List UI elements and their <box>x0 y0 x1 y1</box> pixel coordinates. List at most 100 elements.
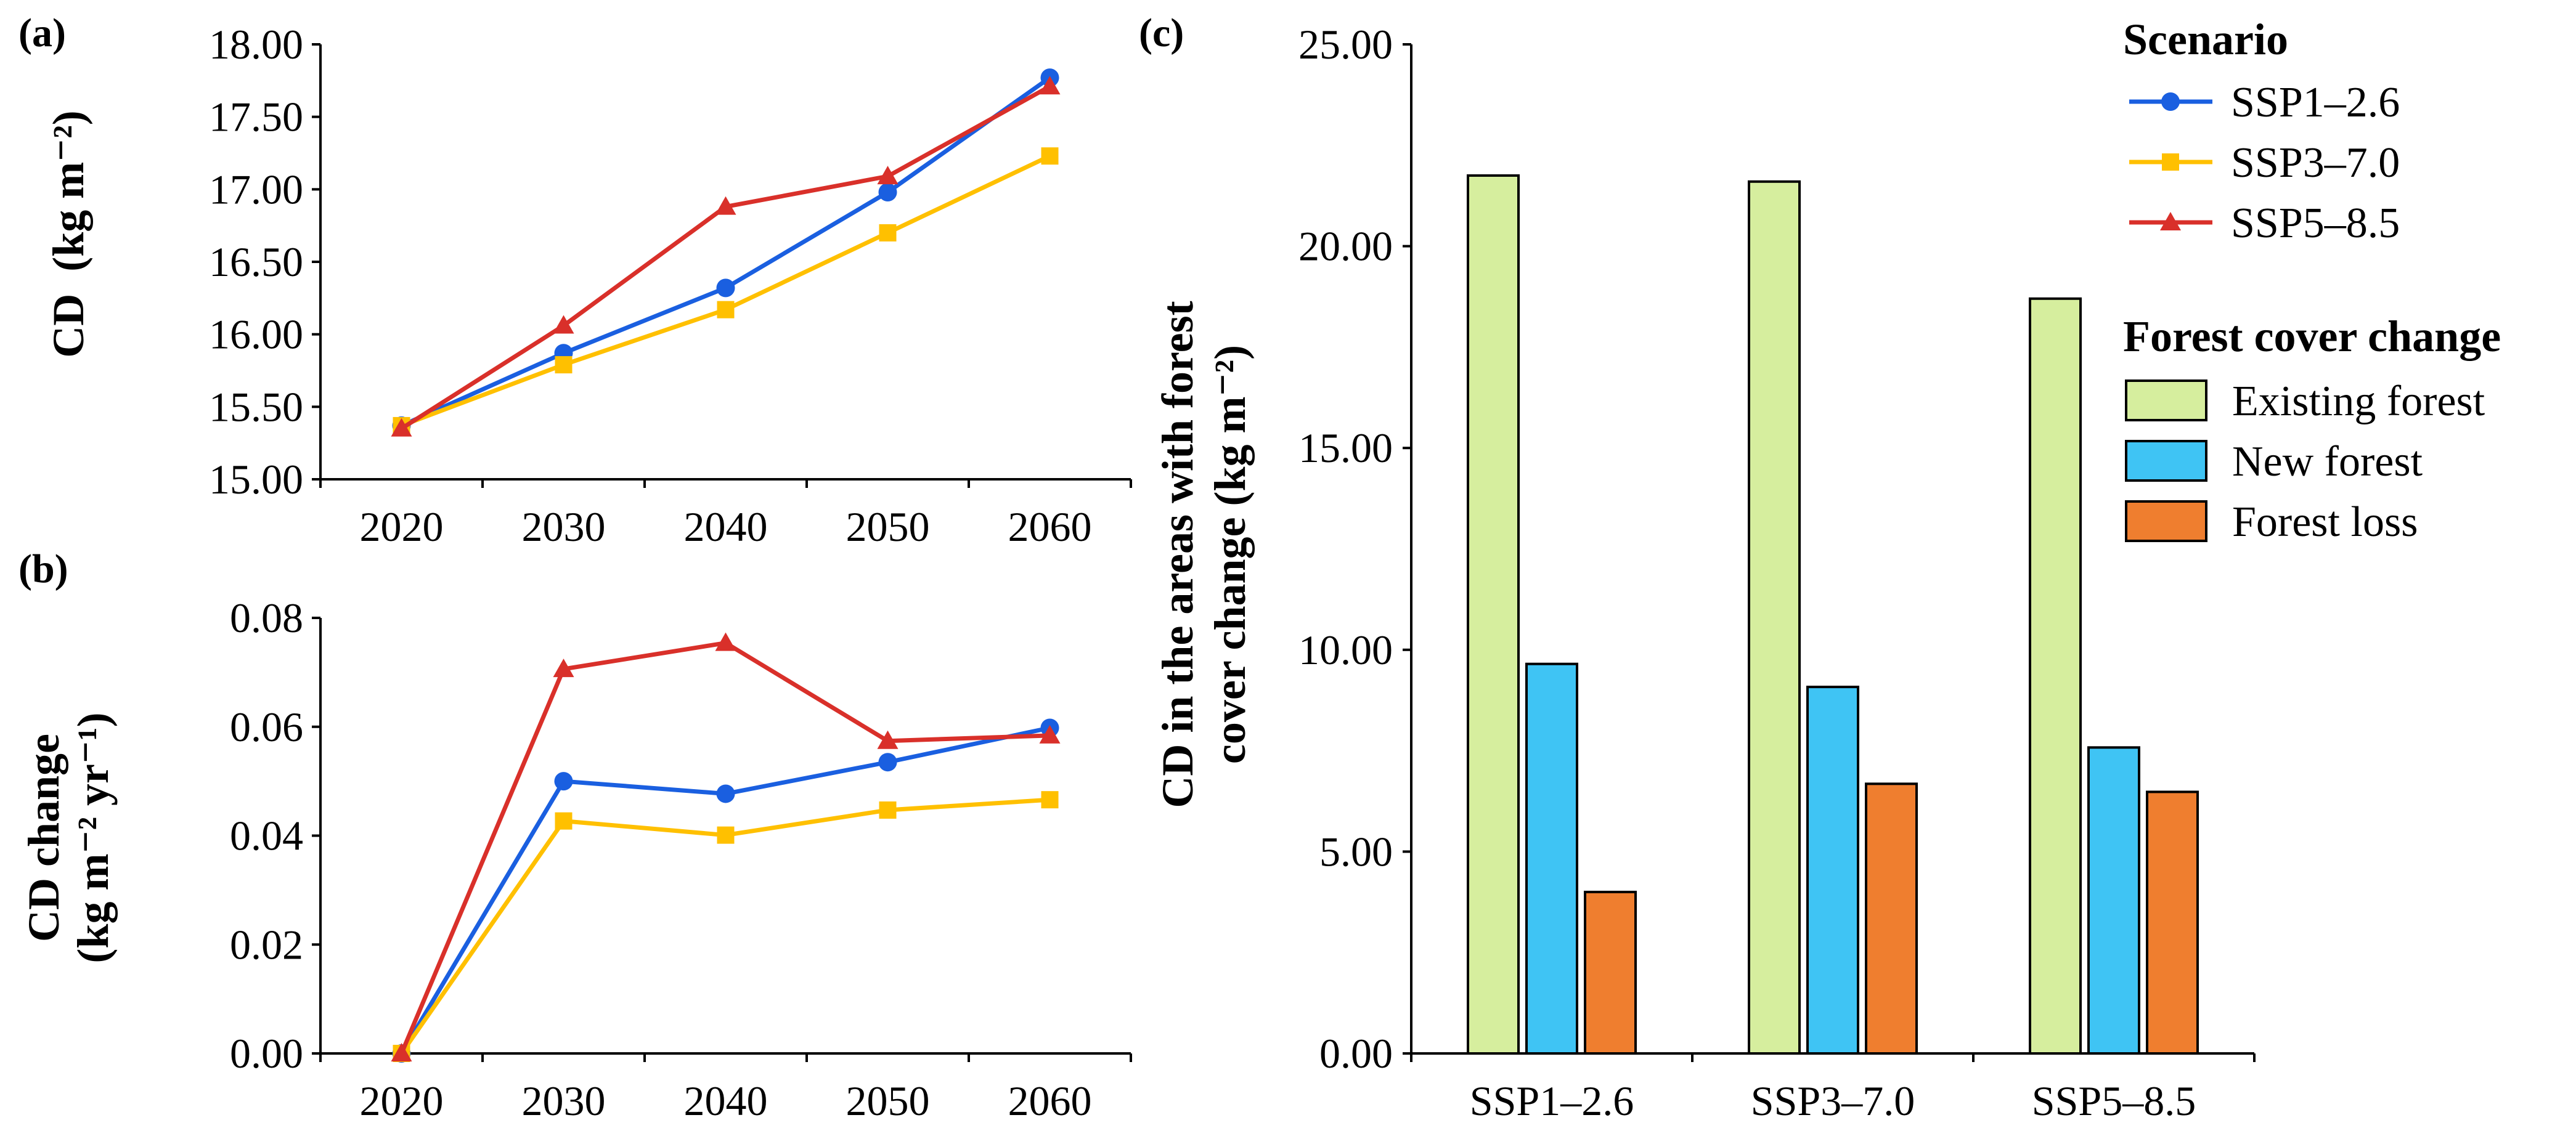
b-x-tick-label: 2040 <box>684 1077 768 1124</box>
c-y-tick-label: 0.00 <box>1319 1030 1393 1077</box>
a-x-tick-label: 2050 <box>846 503 930 550</box>
legend-entry-new: New forest <box>2125 438 2423 485</box>
b-line-ssp585 <box>399 640 1050 1055</box>
legend-entry-ssp585: SSP5–8.5 <box>2129 200 2400 247</box>
a-y-tick-label: 15.00 <box>209 456 303 503</box>
panel-c-tag: (c) <box>1139 10 1184 55</box>
b-point-ssp585 <box>1039 724 1061 744</box>
legend-label-ssp370: SSP3–7.0 <box>2231 139 2400 187</box>
c-bar-loss <box>1865 782 1918 1055</box>
b-point-ssp126 <box>878 753 897 772</box>
b-y-tick-label: 0.00 <box>230 1030 303 1077</box>
panel-a-y-title-main: CD <box>44 294 93 358</box>
panel-b-series <box>391 632 1061 1063</box>
legend-marker-ssp126 <box>2161 92 2180 111</box>
b-point-ssp370 <box>555 812 573 830</box>
legend-forest-title: Forest cover change <box>2123 312 2501 361</box>
c-bar-loss <box>1584 890 1637 1055</box>
a-y-tick-label: 16.50 <box>209 238 303 285</box>
legend-forest-entries: Existing forest New forest Forest loss <box>2125 378 2485 546</box>
legend-entry-existing: Existing forest <box>2125 378 2485 425</box>
legend-swatch-loss <box>2125 500 2207 542</box>
b-point-ssp126 <box>716 784 735 803</box>
b-x-tick-label: 2030 <box>522 1077 606 1124</box>
c-bar-new <box>1806 686 1859 1055</box>
c-x-tick-label: SSP1–2.6 <box>1470 1077 1634 1124</box>
legend-label-ssp585: SSP5–8.5 <box>2231 200 2400 247</box>
legend: Scenario SSP1–2.6 SSP3–7.0 SSP5–8.5 Forest… <box>2123 15 2501 546</box>
a-point-ssp370 <box>555 356 573 374</box>
b-y-tick-label: 0.04 <box>230 813 303 859</box>
c-bar-existing <box>1748 180 1801 1055</box>
legend-entry-ssp370: SSP3–7.0 <box>2129 139 2400 187</box>
b-point-ssp370 <box>717 826 735 844</box>
panel-a-series <box>391 68 1061 437</box>
svg-text:CD (kg m⁻²): CD (kg m⁻²) <box>44 110 93 358</box>
c-y-tick-label: 20.00 <box>1298 223 1393 270</box>
a-point-ssp370 <box>717 301 735 318</box>
c-x-tick-label: SSP3–7.0 <box>1751 1077 1915 1124</box>
panel-c-y-title-line1: CD in the areas with forest <box>1153 301 1202 808</box>
a-series-ssp126 <box>392 68 1059 435</box>
panel-c-y-ticks: 0.00 5.00 10.00 15.00 20.00 25.00 <box>1298 21 1411 1077</box>
a-point-ssp370 <box>1041 147 1059 165</box>
b-x-tick-label: 2020 <box>360 1077 444 1124</box>
panel-c-y-axis-title-line1: CD in the areas with forest <box>1153 301 1202 808</box>
a-y-tick-label: 18.00 <box>209 21 303 68</box>
b-y-tick-label: 0.08 <box>230 594 303 641</box>
b-y-tick-label: 0.06 <box>230 704 303 750</box>
panel-a-y-axis-title: CD (kg m⁻²) <box>44 110 93 358</box>
a-point-ssp585 <box>715 196 736 215</box>
b-x-tick-label: 2050 <box>846 1077 930 1124</box>
c-y-tick-label: 10.00 <box>1298 627 1393 673</box>
c-bar-new <box>2087 746 2140 1055</box>
b-point-ssp585 <box>715 632 736 651</box>
panel-a-x-ticks: 2020 2030 2040 2050 2060 <box>319 479 1132 550</box>
c-y-tick-label: 5.00 <box>1319 828 1393 875</box>
legend-scenario-title: Scenario <box>2123 15 2288 64</box>
legend-label-existing: Existing forest <box>2232 378 2485 425</box>
c-bar-existing <box>2029 297 2082 1055</box>
legend-entry-ssp126: SSP1–2.6 <box>2129 79 2400 126</box>
panel-c-x-ticks: SSP1–2.6 SSP3–7.0 SSP5–8.5 <box>1410 1053 2256 1124</box>
panel-c-bar-chart: (c) CD in the areas with forest cover ch… <box>1139 10 2256 1124</box>
b-point-ssp585 <box>391 1043 412 1061</box>
panel-b-y-axis-unit: (kg m⁻² yr⁻¹) <box>68 712 118 963</box>
a-x-tick-label: 2060 <box>1008 503 1092 550</box>
a-point-ssp585 <box>553 315 574 334</box>
panel-b-line-chart: (b) CD change (kg m⁻² yr⁻¹) 0.00 0.02 0.04… <box>18 546 1132 1124</box>
b-series-ssp585 <box>391 632 1061 1061</box>
legend-swatch-new <box>2125 440 2207 482</box>
legend-scenario-entries: SSP1–2.6 SSP3–7.0 SSP5–8.5 <box>2129 79 2400 247</box>
a-y-tick-label: 16.00 <box>209 311 303 358</box>
a-y-tick-label: 15.50 <box>209 383 303 430</box>
b-point-ssp126 <box>554 772 573 791</box>
panel-c-y-title-line2: cover change (kg m⁻²) <box>1205 345 1255 764</box>
legend-marker-ssp585 <box>2160 212 2181 230</box>
c-x-tick-label: SSP5–8.5 <box>2032 1077 2196 1124</box>
b-point-ssp585 <box>877 730 899 749</box>
legend-swatch-existing <box>2125 379 2207 421</box>
panel-b-y-ticks: 0.00 0.02 0.04 0.06 0.08 <box>230 594 320 1077</box>
panel-a-tag: (a) <box>18 10 66 55</box>
b-y-tick-label: 0.02 <box>230 921 303 968</box>
panel-b-y-title-unit: (kg m⁻² yr⁻¹) <box>68 712 118 963</box>
a-line-ssp585 <box>400 84 1051 431</box>
legend-label-ssp126: SSP1–2.6 <box>2231 79 2400 126</box>
c-y-tick-label: 15.00 <box>1298 424 1393 471</box>
c-bar-existing <box>1467 174 1520 1055</box>
panel-a-y-title-unit: (kg m⁻²) <box>44 110 93 272</box>
c-bar-loss <box>2146 790 2199 1055</box>
a-series-ssp585 <box>391 76 1061 437</box>
panel-c-y-axis-title-line2: cover change (kg m⁻²) <box>1205 345 1255 764</box>
b-line-ssp126 <box>399 726 1051 1055</box>
a-x-tick-label: 2040 <box>684 503 768 550</box>
c-y-tick-label: 25.00 <box>1298 21 1393 68</box>
a-y-tick-label: 17.50 <box>209 94 303 140</box>
a-x-tick-label: 2030 <box>522 503 606 550</box>
a-y-tick-label: 17.00 <box>209 166 303 213</box>
c-bar-new <box>1525 662 1578 1055</box>
a-point-ssp585 <box>877 166 899 185</box>
panel-b-y-title-main: CD change <box>19 734 68 942</box>
panel-a-y-ticks: 15.00 15.50 16.00 16.50 17.00 17.50 18.00 <box>209 21 320 503</box>
